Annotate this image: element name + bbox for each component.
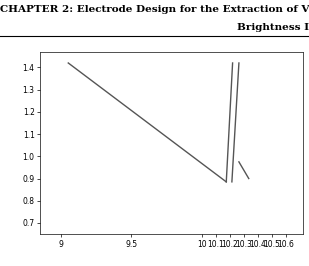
Text: Brightness I: Brightness I: [237, 23, 309, 32]
Text: CHAPTER 2: Electrode Design for the Extraction of V: CHAPTER 2: Electrode Design for the Extr…: [0, 5, 309, 14]
